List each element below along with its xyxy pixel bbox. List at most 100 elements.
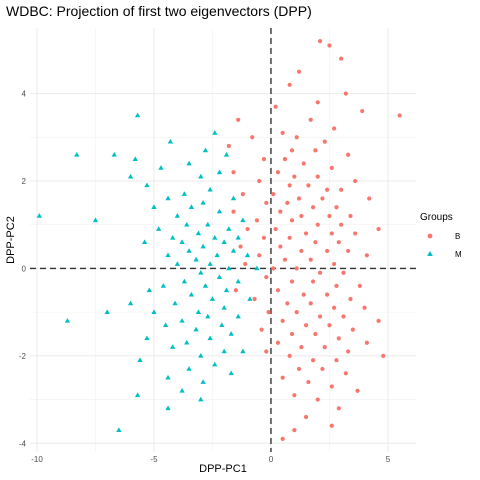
point-B [275,170,281,175]
point-M [64,318,71,323]
point-B [322,139,327,144]
point-M [104,309,110,314]
point-B [334,358,339,363]
point-B [329,165,334,170]
point-M [228,370,234,376]
point-B [299,213,304,219]
point-M [198,396,204,402]
point-B [336,240,341,245]
chart-title: WDBC: Projection of first two eigenvecto… [6,3,312,19]
point-B [280,436,285,441]
point-B [332,261,337,267]
point-M [141,239,148,245]
point-M [74,151,80,157]
point-B [343,371,348,376]
point-B [362,305,367,310]
legend-title: Groups [420,212,453,223]
point-M [134,392,141,397]
point-M [146,287,152,293]
point-B [254,218,260,223]
point-B [315,397,320,402]
y-tick-labels: -4 -2 0 2 4 [19,90,27,449]
point-B [313,331,318,337]
legend: Groups BM [420,212,462,259]
point-M [127,300,134,306]
y-axis-title: DPP-PC2 [5,216,17,264]
point-B [364,340,369,345]
point-M [195,230,202,236]
y-tick-label: 4 [22,90,27,99]
point-M [127,173,134,179]
point-M [198,269,204,275]
point-B [346,152,351,157]
point-B [226,143,231,149]
point-B [325,248,330,254]
point-B [308,301,313,306]
point-M [226,226,232,231]
point-M [214,252,220,258]
point-B [339,187,344,192]
point-B [317,270,323,275]
point-M [111,151,117,157]
point-B [310,279,316,284]
point-B [397,113,402,118]
y-tick-label: 2 [22,177,27,186]
point-B [301,161,306,166]
point-B [381,353,386,358]
point-B [292,174,297,179]
point-M [158,165,164,170]
point-B [346,248,351,254]
x-tick-label: 5 [386,455,391,464]
point-B [343,91,348,96]
point-B [273,226,278,232]
point-M [207,186,213,192]
point-B [231,209,236,214]
point-B [327,213,332,219]
point-B [315,174,320,179]
point-B [317,39,323,44]
point-B [329,384,334,389]
point-B [231,170,236,175]
point-B [341,314,346,319]
point-B [346,349,351,354]
point-B [306,183,311,188]
point-B [360,108,365,114]
point-B [285,301,290,306]
point-B [296,196,302,201]
point-M [163,322,169,328]
point-B [261,235,267,240]
point-M [184,339,190,345]
point-B [348,296,353,302]
point-B [292,393,297,398]
point-B [353,231,358,236]
point-B [273,104,278,109]
point-B [296,366,302,372]
point-B [289,218,295,223]
point-M [137,357,143,363]
point-B [313,240,318,245]
point-M [200,379,206,384]
y-tick-label: -2 [19,352,27,361]
point-M [144,335,150,341]
point-M [235,313,241,319]
point-M [181,278,188,284]
point-B [294,135,299,140]
point-M [179,239,185,245]
point-M [228,331,234,336]
point-B [280,130,285,136]
point-M [165,405,171,411]
point-B [280,318,285,323]
point-M [244,252,251,258]
point-M [207,261,213,266]
point-B [320,196,325,201]
point-M [144,182,150,188]
point-B [334,205,339,210]
point-B [252,296,257,302]
point-B [336,406,341,411]
point-B [350,327,355,332]
point-M [221,348,227,354]
point-B [289,331,295,337]
point-B [310,205,316,210]
point-M [179,318,185,323]
point-B [287,235,292,240]
